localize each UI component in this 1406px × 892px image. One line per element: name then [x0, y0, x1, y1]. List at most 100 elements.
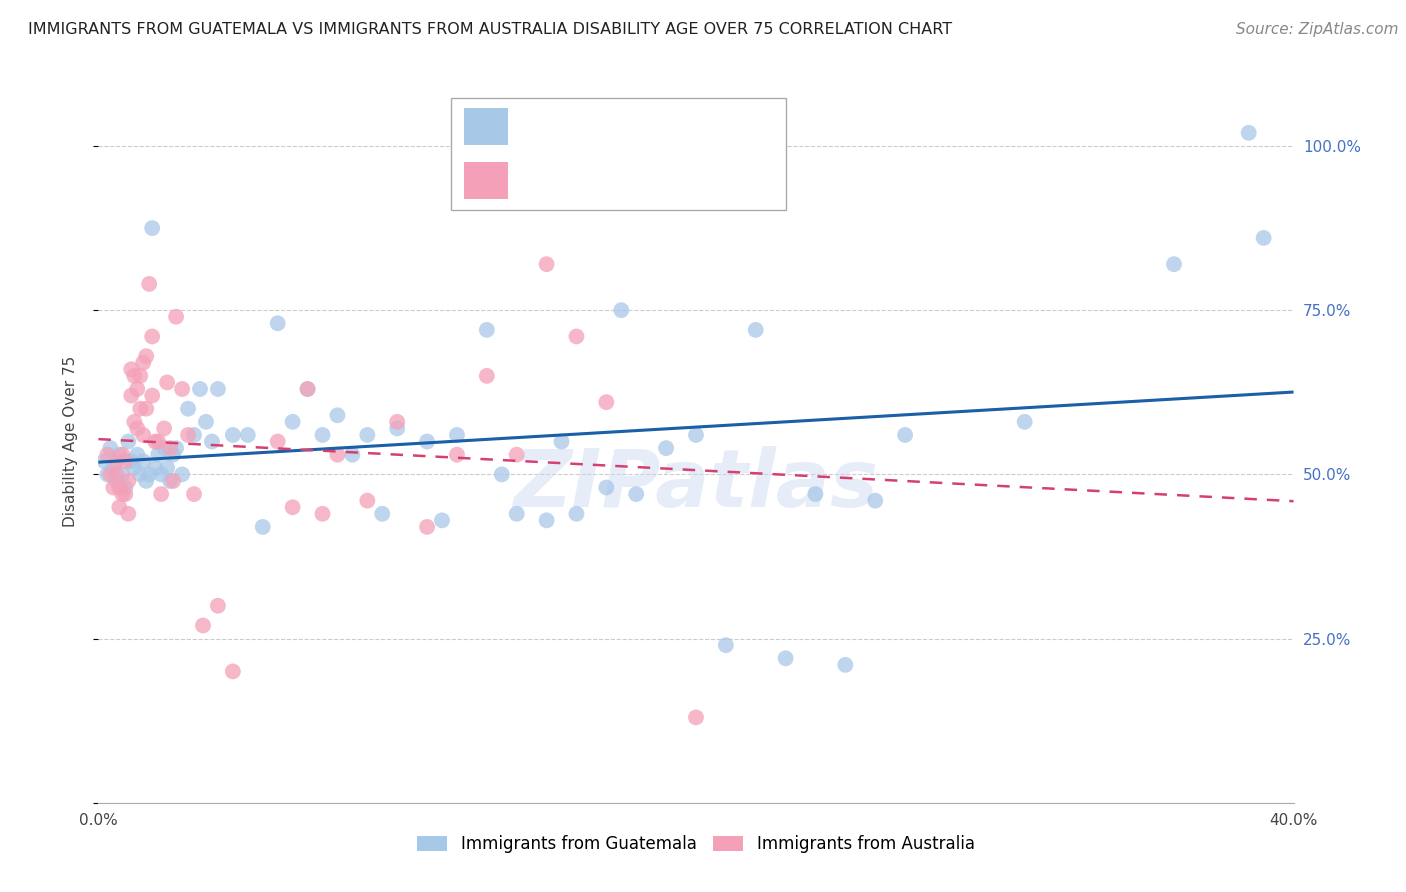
- Point: [491, 467, 513, 482]
- Point: [685, 428, 707, 442]
- Point: [141, 329, 163, 343]
- Text: IMMIGRANTS FROM GUATEMALA VS IMMIGRANTS FROM AUSTRALIA DISABILITY AGE OVER 75 CO: IMMIGRANTS FROM GUATEMALA VS IMMIGRANTS …: [28, 22, 952, 37]
- Point: [127, 382, 149, 396]
- Point: [595, 395, 617, 409]
- Point: [183, 428, 205, 442]
- Point: [191, 618, 214, 632]
- Point: [114, 454, 136, 468]
- Point: [127, 421, 149, 435]
- Point: [103, 481, 125, 495]
- Point: [162, 448, 184, 462]
- Point: [117, 507, 139, 521]
- Point: [129, 368, 152, 383]
- Point: [281, 500, 304, 515]
- Point: [117, 474, 139, 488]
- Point: [111, 487, 134, 501]
- Point: [96, 448, 118, 462]
- Point: [865, 493, 887, 508]
- Point: [222, 665, 245, 679]
- Point: [148, 434, 170, 449]
- Point: [267, 316, 290, 330]
- Point: [416, 434, 439, 449]
- Point: [120, 362, 142, 376]
- Point: [685, 710, 707, 724]
- Point: [385, 421, 409, 435]
- Point: [129, 467, 152, 482]
- Point: [222, 428, 245, 442]
- Point: [550, 434, 572, 449]
- Point: [143, 434, 166, 449]
- Point: [150, 467, 173, 482]
- Point: [236, 428, 259, 442]
- Point: [132, 454, 155, 468]
- Point: [138, 467, 160, 482]
- Point: [172, 467, 194, 482]
- Point: [385, 415, 409, 429]
- Point: [132, 356, 155, 370]
- Point: [1253, 231, 1275, 245]
- Point: [111, 467, 134, 482]
- Point: [98, 441, 122, 455]
- Point: [111, 448, 134, 462]
- Point: [195, 415, 218, 429]
- Point: [120, 454, 142, 468]
- Point: [655, 441, 678, 455]
- Point: [124, 415, 146, 429]
- Point: [141, 388, 163, 402]
- Point: [595, 481, 617, 495]
- Point: [1237, 126, 1260, 140]
- Point: [201, 434, 224, 449]
- Point: [326, 448, 349, 462]
- Point: [342, 448, 364, 462]
- Legend: Immigrants from Guatemala, Immigrants from Australia: Immigrants from Guatemala, Immigrants fr…: [411, 828, 981, 860]
- Point: [153, 441, 176, 455]
- Point: [834, 657, 856, 672]
- Point: [804, 487, 827, 501]
- Point: [326, 409, 349, 423]
- Point: [135, 474, 157, 488]
- Point: [207, 382, 229, 396]
- Point: [150, 487, 173, 501]
- Point: [506, 448, 529, 462]
- Point: [1014, 415, 1036, 429]
- Point: [775, 651, 797, 665]
- Point: [626, 487, 648, 501]
- Point: [162, 474, 184, 488]
- Point: [356, 493, 378, 508]
- Point: [506, 507, 529, 521]
- Point: [156, 460, 179, 475]
- Point: [96, 467, 118, 482]
- Point: [141, 221, 163, 235]
- Point: [153, 421, 176, 435]
- Point: [297, 382, 319, 396]
- Point: [108, 481, 131, 495]
- Point: [177, 428, 200, 442]
- Point: [165, 441, 187, 455]
- Point: [105, 474, 128, 488]
- Point: [745, 323, 768, 337]
- Point: [446, 428, 468, 442]
- Point: [714, 638, 737, 652]
- Point: [135, 401, 157, 416]
- Point: [129, 401, 152, 416]
- Point: [610, 303, 633, 318]
- Point: [430, 513, 453, 527]
- Point: [188, 382, 211, 396]
- Point: [475, 323, 498, 337]
- Point: [156, 376, 179, 390]
- Point: [105, 467, 128, 482]
- Point: [117, 434, 139, 449]
- Point: [135, 349, 157, 363]
- Point: [1163, 257, 1185, 271]
- Point: [565, 329, 588, 343]
- Point: [143, 460, 166, 475]
- Point: [311, 428, 333, 442]
- Point: [114, 481, 136, 495]
- Point: [138, 277, 160, 291]
- Point: [108, 500, 131, 515]
- Point: [281, 415, 304, 429]
- Point: [446, 448, 468, 462]
- Point: [105, 454, 128, 468]
- Point: [124, 368, 146, 383]
- Point: [311, 507, 333, 521]
